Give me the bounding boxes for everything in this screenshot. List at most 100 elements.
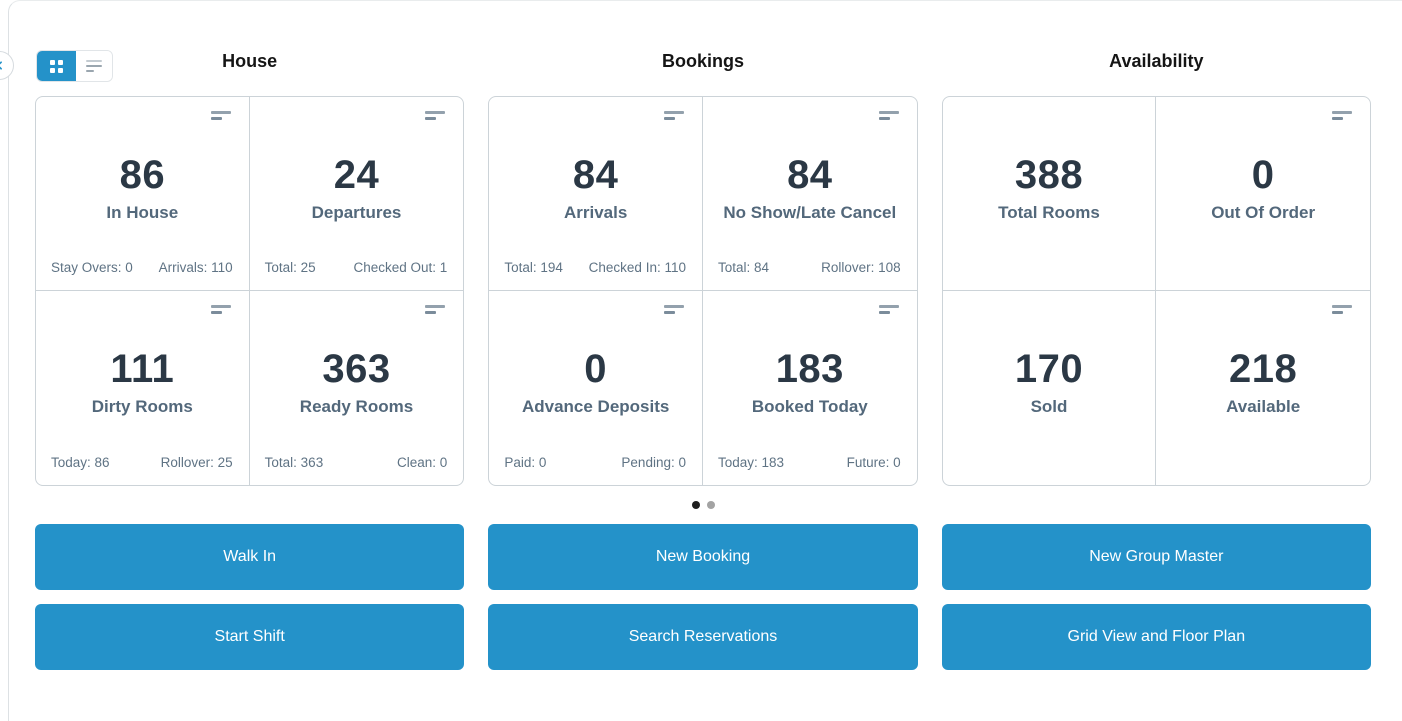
stat-card-no-show-late-cancel[interactable]: 84 No Show/Late Cancel Total: 84 Rollove…	[702, 97, 917, 291]
stat-label: Total Rooms	[998, 203, 1100, 222]
stat-label: Sold	[1030, 397, 1068, 416]
new-booking-button[interactable]: New Booking	[488, 524, 918, 590]
stat-footer-right: Rollover: 25	[160, 455, 233, 470]
stat-label: Arrivals	[563, 203, 628, 222]
stat-footer-right: Clean: 0	[397, 455, 448, 470]
stat-footer: Today: 86 Rollover: 25	[51, 454, 233, 471]
stat-label: Advance Deposits	[521, 397, 670, 416]
stat-label: Available	[1226, 397, 1301, 416]
stat-card-in-house[interactable]: 86 In House Stay Overs: 0 Arrivals: 110	[36, 97, 250, 291]
walk-in-button[interactable]: Walk In	[35, 524, 465, 590]
stat-value: 218	[1229, 347, 1298, 391]
stat-card-dirty-rooms[interactable]: 111 Dirty Rooms Today: 86 Rollover: 25	[36, 291, 250, 485]
view-toggle-grid-button[interactable]	[37, 51, 76, 81]
stat-footer-right: Pending: 0	[621, 455, 686, 470]
stat-footer-right: Rollover: 108	[821, 260, 901, 275]
stat-card-available[interactable]: 218 Available	[1156, 291, 1370, 485]
view-toggle	[36, 50, 113, 82]
bookings-actions: New Booking Search Reservations	[488, 524, 918, 670]
menu-lines-icon[interactable]	[210, 111, 231, 120]
stat-label: Departures	[311, 203, 402, 222]
stat-footer-left: Stay Overs: 0	[51, 260, 133, 275]
stat-value: 84	[787, 153, 833, 197]
house-card-grid: 86 In House Stay Overs: 0 Arrivals: 110 …	[35, 96, 465, 486]
menu-lines-icon[interactable]	[1331, 305, 1352, 314]
stat-label: Booked Today	[751, 397, 868, 416]
menu-lines-icon[interactable]	[663, 111, 684, 120]
stat-label: Dirty Rooms	[91, 397, 193, 416]
list-view-icon	[86, 60, 102, 72]
stat-value: 183	[775, 347, 844, 391]
stat-card-advance-deposits[interactable]: 0 Advance Deposits Paid: 0 Pending: 0	[489, 291, 703, 485]
stat-footer: Paid: 0 Pending: 0	[504, 454, 686, 471]
stat-columns: House 86 In House Stay Overs: 0 Arrivals…	[35, 50, 1371, 486]
stat-card-out-of-order[interactable]: 0 Out Of Order	[1156, 97, 1370, 291]
column-title: House	[222, 51, 278, 71]
stat-value: 111	[110, 347, 175, 391]
stat-footer-left: Total: 363	[264, 455, 324, 470]
menu-lines-icon[interactable]	[1331, 111, 1352, 120]
view-toggle-list-button[interactable]	[76, 51, 112, 81]
column-availability: Availability 388 Total Rooms 0 Out Of Or…	[941, 50, 1371, 486]
stat-footer-left: Today: 86	[51, 455, 110, 470]
stat-footer-right: Checked Out: 1	[353, 260, 448, 275]
column-house: House 86 In House Stay Overs: 0 Arrivals…	[35, 50, 465, 486]
action-button-rows: Walk In Start Shift New Booking Search R…	[35, 524, 1371, 670]
stat-card-ready-rooms[interactable]: 363 Ready Rooms Total: 363 Clean: 0	[250, 291, 464, 485]
stat-value: 0	[1251, 153, 1275, 197]
stat-value: 388	[1014, 153, 1084, 197]
menu-lines-icon[interactable]	[210, 305, 231, 314]
availability-actions: New Group Master Grid View and Floor Pla…	[941, 524, 1371, 670]
stat-label: Ready Rooms	[299, 397, 414, 416]
stat-footer-right: Arrivals: 110	[158, 260, 233, 275]
stat-footer: Today: 183 Future: 0	[718, 454, 901, 471]
stat-value: 84	[572, 153, 619, 197]
pagination-dot-2[interactable]	[706, 501, 715, 509]
stat-footer: Total: 194 Checked In: 110	[504, 259, 686, 276]
stat-footer-left: Total: 84	[717, 260, 770, 275]
stat-card-sold[interactable]: 170 Sold	[943, 291, 1157, 485]
stat-footer: Total: 25 Checked Out: 1	[265, 259, 448, 276]
menu-lines-icon[interactable]	[425, 111, 446, 120]
stat-value: 170	[1014, 347, 1084, 391]
menu-lines-icon[interactable]	[425, 305, 446, 314]
stat-footer-right: Checked In: 110	[588, 260, 686, 275]
stat-footer-left: Today: 183	[717, 455, 785, 470]
menu-lines-icon[interactable]	[878, 111, 899, 120]
stat-card-departures[interactable]: 24 Departures Total: 25 Checked Out: 1	[249, 97, 464, 291]
availability-card-grid: 388 Total Rooms 0 Out Of Order 170 Sold …	[941, 96, 1371, 486]
chevron-left-icon	[0, 59, 6, 72]
house-actions: Walk In Start Shift	[35, 524, 465, 670]
menu-lines-icon[interactable]	[663, 305, 684, 314]
stat-label: In House	[106, 203, 179, 222]
stat-card-arrivals[interactable]: 84 Arrivals Total: 194 Checked In: 110	[489, 97, 703, 291]
menu-lines-icon[interactable]	[878, 305, 899, 314]
stat-value: 0	[584, 347, 608, 391]
search-reservations-button[interactable]: Search Reservations	[488, 604, 918, 670]
stat-label: No Show/Late Cancel	[723, 203, 897, 222]
pagination-dot-1[interactable]	[691, 501, 700, 509]
stat-footer: Total: 363 Clean: 0	[265, 454, 448, 471]
stat-footer: Stay Overs: 0 Arrivals: 110	[51, 259, 233, 276]
bookings-card-grid: 84 Arrivals Total: 194 Checked In: 110 8…	[488, 96, 918, 486]
stat-value: 86	[119, 153, 166, 197]
stat-value: 363	[322, 347, 391, 391]
column-bookings: Bookings 84 Arrivals Total: 194 Checked …	[488, 50, 918, 486]
stat-label: Out Of Order	[1211, 203, 1316, 222]
new-group-master-button[interactable]: New Group Master	[941, 524, 1371, 590]
stat-card-total-rooms[interactable]: 388 Total Rooms	[942, 97, 1157, 291]
stat-footer-left: Total: 194	[504, 260, 563, 275]
dashboard: House 86 In House Stay Overs: 0 Arrivals…	[35, 50, 1371, 670]
start-shift-button[interactable]: Start Shift	[35, 604, 465, 670]
column-title: Bookings	[661, 51, 744, 71]
grid-view-floor-plan-button[interactable]: Grid View and Floor Plan	[941, 604, 1371, 670]
stat-footer-left: Paid: 0	[504, 455, 547, 470]
stat-footer-left: Total: 25	[264, 260, 316, 275]
grid-view-icon	[50, 59, 63, 73]
carousel-pagination	[35, 486, 1371, 524]
stat-footer-right: Future: 0	[846, 455, 901, 470]
stat-card-booked-today[interactable]: 183 Booked Today Today: 183 Future: 0	[703, 291, 917, 485]
column-title: Availability	[1109, 51, 1204, 71]
stat-value: 24	[333, 153, 380, 197]
stat-footer: Total: 84 Rollover: 108	[718, 259, 901, 276]
